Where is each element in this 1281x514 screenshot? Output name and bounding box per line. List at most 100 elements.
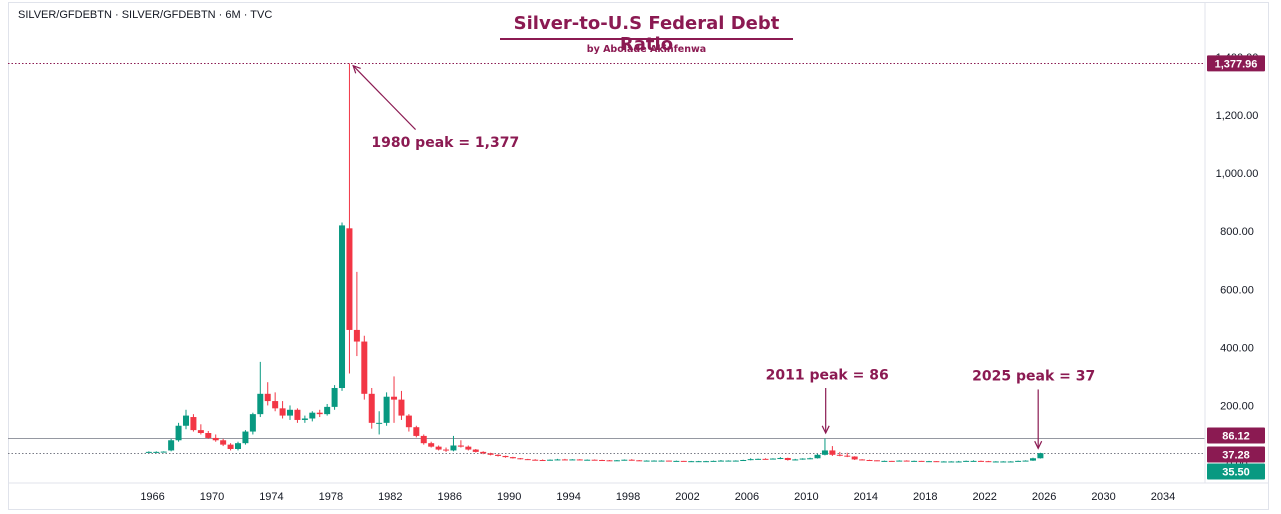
candle[interactable] — [836, 451, 843, 457]
candle[interactable] — [725, 460, 732, 462]
candle[interactable] — [168, 438, 175, 452]
candle[interactable] — [970, 460, 977, 462]
candle[interactable] — [301, 415, 308, 423]
candle[interactable] — [561, 458, 568, 461]
candle[interactable] — [220, 438, 227, 447]
candle[interactable] — [643, 460, 650, 462]
candle[interactable] — [591, 459, 598, 461]
candle[interactable] — [435, 445, 442, 451]
candle[interactable] — [502, 455, 509, 458]
candle[interactable] — [383, 392, 390, 426]
candle[interactable] — [428, 441, 435, 448]
candle[interactable] — [918, 460, 925, 462]
candle[interactable] — [903, 460, 910, 462]
candle[interactable] — [747, 458, 754, 461]
candle[interactable] — [963, 460, 970, 462]
candle[interactable] — [710, 460, 717, 462]
candle[interactable] — [955, 460, 962, 463]
candle[interactable] — [235, 441, 242, 451]
candle[interactable] — [450, 435, 457, 452]
candle[interactable] — [911, 460, 918, 462]
candle[interactable] — [814, 453, 821, 459]
candle[interactable] — [1022, 460, 1029, 462]
candle[interactable] — [227, 443, 234, 451]
candle[interactable] — [621, 459, 628, 461]
candle[interactable] — [376, 411, 383, 435]
candle[interactable] — [212, 434, 219, 442]
candle[interactable] — [272, 392, 279, 412]
candle[interactable] — [480, 451, 487, 455]
candle[interactable] — [264, 382, 271, 406]
candle[interactable] — [457, 440, 464, 448]
candle[interactable] — [613, 460, 620, 462]
candle[interactable] — [933, 461, 940, 463]
candle[interactable] — [279, 401, 286, 419]
candle[interactable] — [547, 459, 554, 461]
candle[interactable] — [361, 335, 368, 400]
candle[interactable] — [539, 459, 546, 462]
candle[interactable] — [443, 447, 450, 452]
candle[interactable] — [145, 451, 152, 453]
candle[interactable] — [948, 461, 955, 463]
candle[interactable] — [792, 458, 799, 461]
candle[interactable] — [316, 409, 323, 418]
candle[interactable] — [495, 454, 502, 457]
candle[interactable] — [472, 448, 479, 453]
candle[interactable] — [554, 458, 561, 461]
candle[interactable] — [309, 411, 316, 422]
candle[interactable] — [509, 456, 516, 459]
candle[interactable] — [420, 434, 427, 445]
candle[interactable] — [249, 412, 256, 435]
candle[interactable] — [353, 271, 360, 357]
candle[interactable] — [717, 460, 724, 462]
candle[interactable] — [1029, 457, 1036, 461]
candle[interactable] — [873, 460, 880, 462]
candle[interactable] — [881, 460, 888, 462]
candle[interactable] — [524, 458, 531, 461]
candle[interactable] — [205, 430, 212, 439]
candle[interactable] — [257, 361, 264, 418]
candle[interactable] — [940, 461, 947, 463]
candle[interactable] — [487, 452, 494, 456]
candle[interactable] — [339, 222, 346, 391]
candle[interactable] — [859, 459, 866, 461]
candle[interactable] — [532, 459, 539, 461]
candle[interactable] — [755, 458, 762, 460]
candle[interactable] — [405, 414, 412, 432]
candle[interactable] — [606, 460, 613, 462]
candle[interactable] — [992, 461, 999, 463]
candle[interactable] — [242, 430, 249, 445]
candle[interactable] — [636, 460, 643, 462]
candle[interactable] — [680, 460, 687, 462]
candle[interactable] — [1007, 461, 1014, 463]
candle[interactable] — [324, 403, 331, 416]
candle[interactable] — [762, 458, 769, 460]
candle[interactable] — [197, 424, 204, 435]
candle[interactable] — [769, 458, 776, 460]
candle[interactable] — [160, 451, 167, 453]
candle[interactable] — [190, 414, 197, 432]
candle[interactable] — [703, 460, 710, 463]
candle[interactable] — [821, 438, 828, 456]
candle[interactable] — [807, 457, 814, 460]
candle[interactable] — [732, 460, 739, 462]
candle[interactable] — [688, 460, 695, 463]
candle[interactable] — [346, 63, 353, 374]
candle[interactable] — [398, 390, 405, 420]
candle[interactable] — [153, 451, 160, 453]
candle[interactable] — [1000, 461, 1007, 463]
candle[interactable] — [977, 460, 984, 462]
candle[interactable] — [175, 422, 182, 442]
candle[interactable] — [331, 385, 338, 410]
candle[interactable] — [287, 405, 294, 420]
candle[interactable] — [784, 457, 791, 461]
candle[interactable] — [628, 459, 635, 461]
candle[interactable] — [576, 459, 583, 461]
candle[interactable] — [673, 460, 680, 462]
candle[interactable] — [368, 388, 375, 429]
candle[interactable] — [569, 459, 576, 461]
candle[interactable] — [866, 459, 873, 462]
candle[interactable] — [844, 452, 851, 458]
candle[interactable] — [1037, 452, 1044, 459]
